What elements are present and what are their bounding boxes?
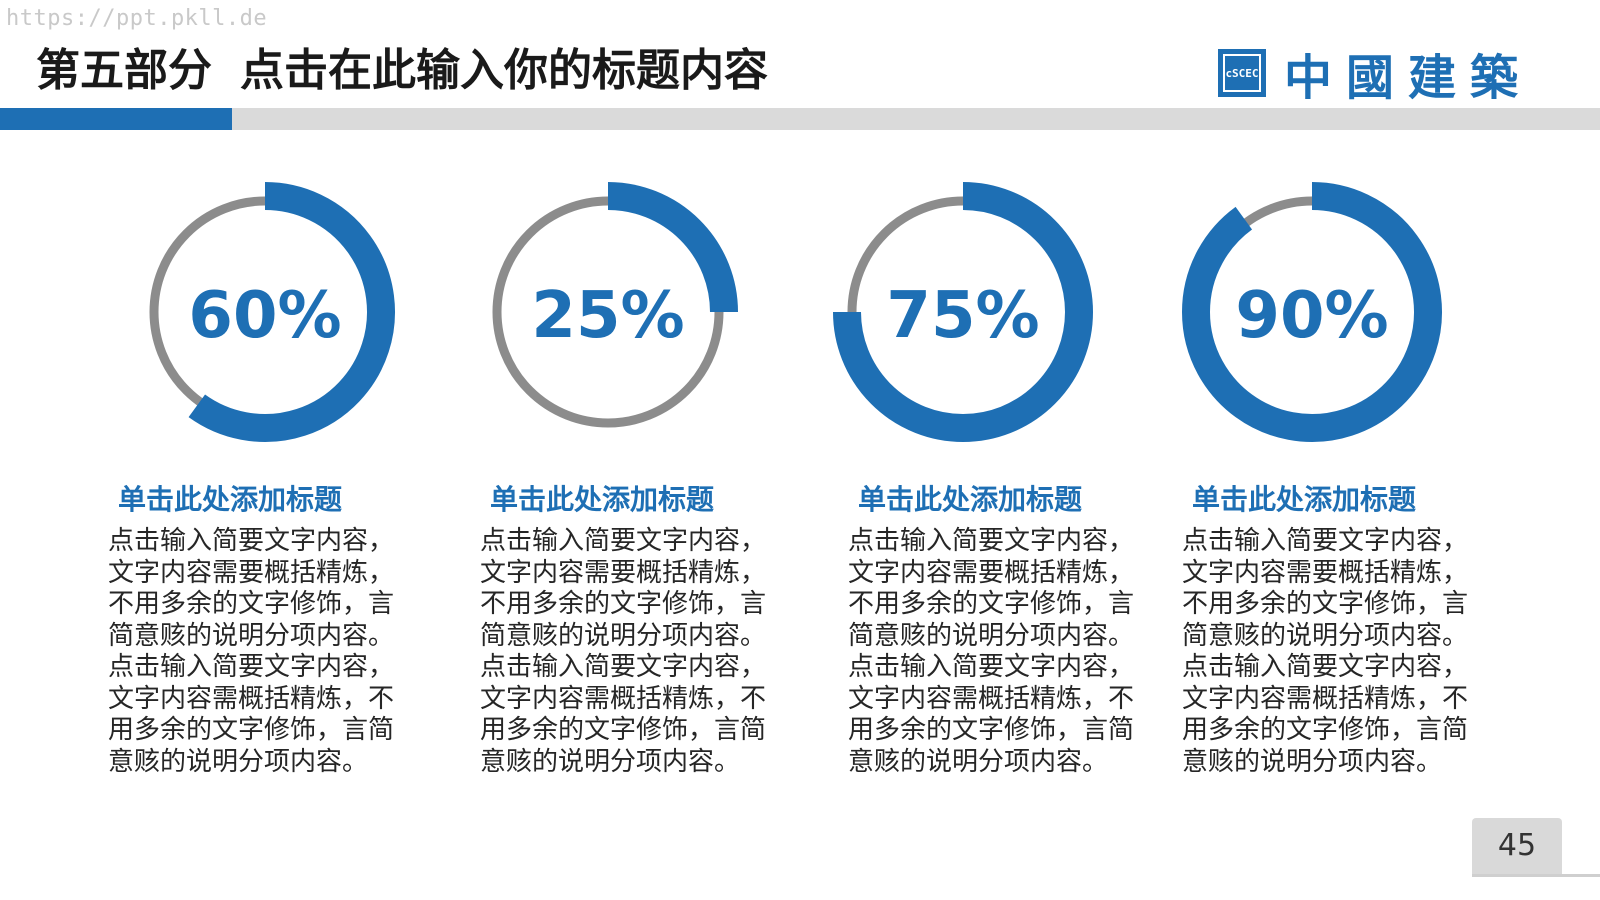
item-heading[interactable]: 单击此处添加标题	[858, 483, 1083, 516]
donut-chart-4: 90%	[1182, 182, 1442, 442]
donut-chart-2: 25%	[492, 182, 738, 428]
company-logo: cSCEC 中國建築	[1218, 38, 1532, 108]
donut-percent-label: 60%	[188, 279, 341, 353]
page-number-underline	[1472, 874, 1600, 877]
item-heading[interactable]: 单击此处添加标题	[118, 483, 343, 516]
donut-percent-label: 90%	[1235, 279, 1388, 353]
donut-value-arc	[607, 182, 738, 313]
logo-mark-icon: cSCEC	[1218, 49, 1266, 97]
title-text: 点击在此输入你的标题内容	[240, 45, 768, 96]
item-column-1: 单击此处添加标题 点击输入简要文字内容，文字内容需要概括精炼，不用多余的文字修饰…	[108, 478, 428, 778]
page-title: 第五部分 点击在此输入你的标题内容	[36, 34, 768, 98]
item-body-text[interactable]: 点击输入简要文字内容，文字内容需要概括精炼，不用多余的文字修饰，言简意赅的说明分…	[848, 526, 1135, 777]
watermark-url: https://ppt.pkll.de	[6, 6, 268, 31]
page-number: 45	[1472, 818, 1562, 874]
item-body-text[interactable]: 点击输入简要文字内容，文字内容需要概括精炼，不用多余的文字修饰，言简意赅的说明分…	[108, 526, 395, 777]
logo-wordmark: 中國建築	[1284, 50, 1533, 106]
item-column-2: 单击此处添加标题 点击输入简要文字内容，文字内容需要概括精炼，不用多余的文字修饰…	[480, 478, 800, 778]
item-heading[interactable]: 单击此处添加标题	[490, 483, 715, 516]
item-column-4: 单击此处添加标题 点击输入简要文字内容，文字内容需要概括精炼，不用多余的文字修饰…	[1182, 478, 1502, 778]
header-divider-band	[0, 108, 1600, 130]
donut-percent-label: 25%	[531, 279, 684, 353]
donut-value-arc	[188, 182, 395, 442]
item-heading[interactable]: 单击此处添加标题	[1192, 483, 1417, 516]
header-divider-accent	[0, 108, 232, 130]
donut-chart-1: 60%	[149, 182, 395, 442]
item-body-text[interactable]: 点击输入简要文字内容，文字内容需要概括精炼，不用多余的文字修饰，言简意赅的说明分…	[1182, 526, 1469, 777]
donut-chart-3: 75%	[833, 182, 1093, 442]
section-label: 第五部分	[36, 45, 212, 96]
donut-value-arc	[1182, 182, 1442, 442]
donut-percent-label: 75%	[886, 279, 1039, 353]
item-body-text[interactable]: 点击输入简要文字内容，文字内容需要概括精炼，不用多余的文字修饰，言简意赅的说明分…	[480, 526, 767, 777]
donut-value-arc	[833, 182, 1093, 442]
item-column-3: 单击此处添加标题 点击输入简要文字内容，文字内容需要概括精炼，不用多余的文字修饰…	[848, 478, 1168, 778]
